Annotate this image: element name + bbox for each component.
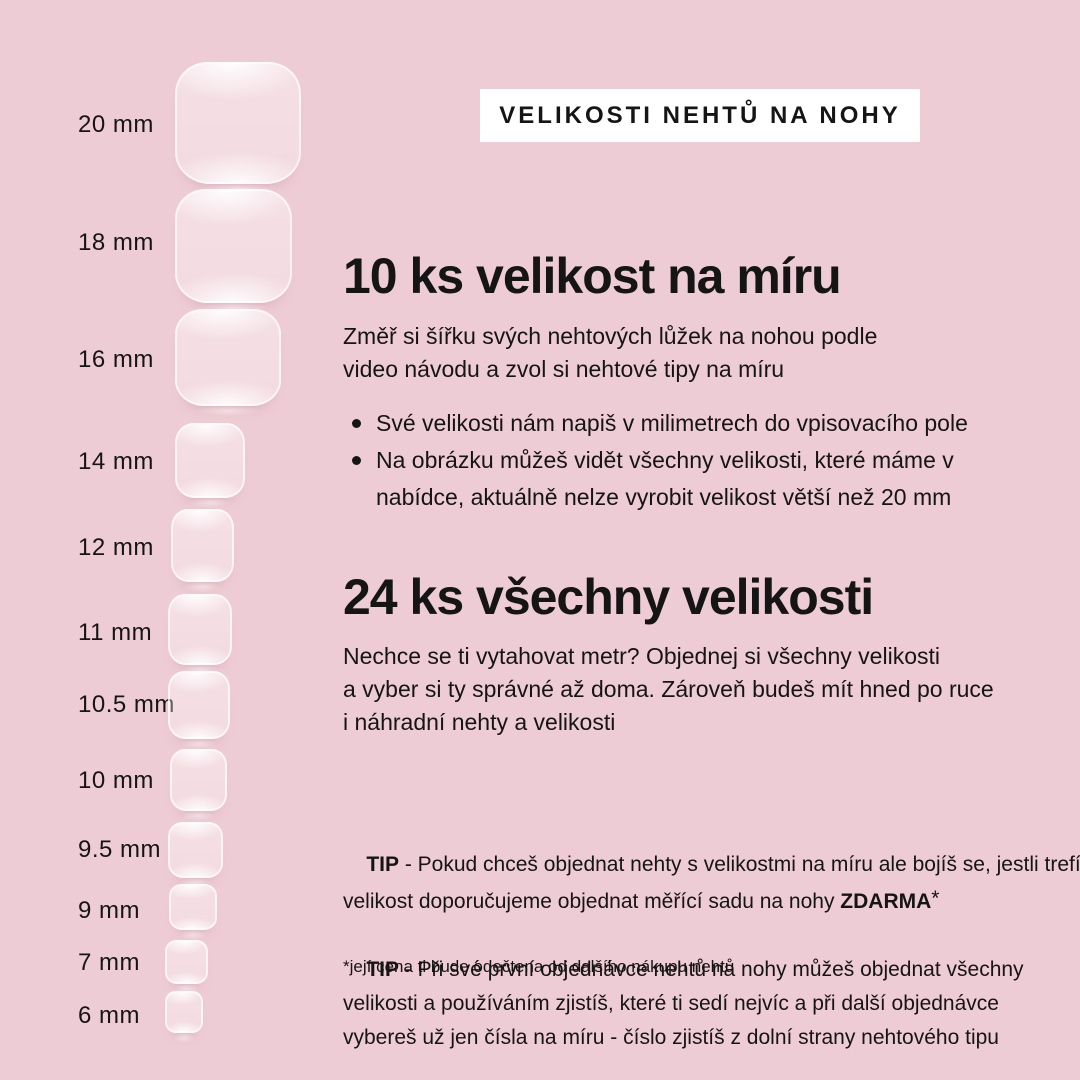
tip-measuring-kit: TIP - Pokud chceš objednat nehty s velik… [343, 814, 1080, 1046]
size-label: 10 mm [78, 767, 154, 794]
nail-tip-image [168, 594, 232, 677]
tip-text: - Při své první objednávce nehtů na nohy… [343, 958, 1024, 1049]
nail-tip-image [175, 309, 281, 418]
size-label: 12 mm [78, 534, 154, 561]
bullet-dot-icon [352, 419, 361, 428]
size-label: 7 mm [78, 949, 140, 976]
size-label: 11 mm [78, 619, 153, 646]
bullet-text: Na obrázku můžeš vidět všechny velikosti… [376, 447, 954, 510]
nail-tip-image [175, 423, 245, 510]
bullet-item: Své velikosti nám napiš v milimetrech do… [346, 405, 968, 442]
nail-tip-image [169, 884, 217, 942]
paragraph-10ks: Změř si šířku svých nehtových lůžek na n… [343, 323, 878, 382]
heading-10ks: 10 ks velikost na míru [343, 248, 842, 304]
bullet-text: Své velikosti nám napiš v milimetrech do… [376, 410, 968, 436]
size-label: 20 mm [78, 111, 154, 138]
bullet-dot-icon [352, 456, 361, 465]
nail-tip-image [170, 749, 227, 823]
nail-tip-image [168, 822, 223, 890]
paragraph-24ks: Nechce se ti vytahovat metr? Objednej si… [343, 643, 994, 735]
size-label: 10.5 mm [78, 691, 175, 718]
nail-tip-image [175, 189, 292, 315]
tip-label: TIP [366, 958, 400, 981]
tip-asterisk: * [931, 887, 940, 910]
tip-first-order: TIP - Při své první objednávce nehtů na … [343, 919, 1024, 1080]
tip-label: TIP [366, 853, 400, 876]
size-label: 9.5 mm [78, 836, 162, 863]
bullet-item: Na obrázku můžeš vidět všechny velikosti… [346, 442, 968, 516]
tip-text: - Pokud chceš objednat nehty s velikostm… [343, 853, 1080, 913]
size-label: 9 mm [78, 897, 140, 924]
tip-highlight: ZDARMA [840, 890, 932, 913]
heading-24ks: 24 ks všechny velikosti [343, 569, 874, 625]
size-label: 18 mm [78, 229, 154, 256]
tip-footnote: *její cena ti bude odečtena od dalšího n… [343, 957, 735, 976]
title-banner-label: VELIKOSTI NEHTŮ NA NOHY [499, 101, 901, 129]
size-label: 6 mm [78, 1002, 140, 1029]
nail-tip-image [165, 940, 208, 996]
size-label: 14 mm [78, 448, 154, 475]
size-label: 16 mm [78, 346, 154, 373]
nail-tip-image [175, 62, 301, 196]
nail-tip-image [165, 991, 203, 1045]
title-banner: VELIKOSTI NEHTŮ NA NOHY [480, 89, 920, 142]
nail-tip-image [171, 509, 234, 594]
bullet-list: Své velikosti nám napiš v milimetrech do… [346, 405, 968, 516]
nail-tip-image [168, 671, 230, 751]
